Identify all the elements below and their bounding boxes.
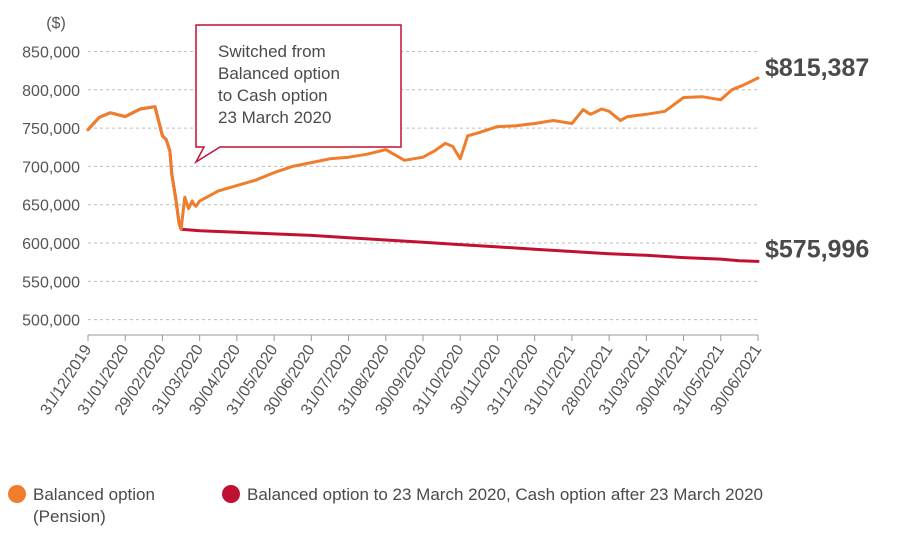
y-tick-label: 700,000 <box>22 159 80 176</box>
legend-swatch-cash <box>222 485 240 503</box>
annotation-text-line: Balanced option <box>218 64 340 83</box>
y-tick-label: 850,000 <box>22 44 80 61</box>
y-tick-label: 650,000 <box>22 198 80 215</box>
legend-swatch-balanced <box>8 485 26 503</box>
end-label-cash: $575,996 <box>765 235 869 263</box>
series-lines <box>86 76 760 263</box>
end-label-balanced: $815,387 <box>765 54 869 82</box>
y-unit-label: ($) <box>46 15 66 32</box>
gridlines <box>88 50 758 321</box>
x-axis-ticks: 31/12/201931/01/202029/02/202031/03/2020… <box>37 335 765 418</box>
annotation-text-line: to Cash option <box>218 86 328 105</box>
y-axis-ticks: 500,000 550,000 600,000 650,000 700,000 750,0… <box>22 44 80 329</box>
y-tick-label: 500,000 <box>22 313 80 330</box>
legend-item-cash: Balanced option to 23 March 2020, Cash o… <box>222 484 763 506</box>
annotation-text-line: 23 March 2020 <box>218 108 331 127</box>
legend-item-balanced: Balanced option (Pension) <box>8 484 155 528</box>
legend-label-cash: Balanced option to 23 March 2020, Cash o… <box>247 485 764 504</box>
legend-label-balanced-line2: (Pension) <box>33 507 106 526</box>
series-line-cash <box>86 105 760 263</box>
y-tick-label: 600,000 <box>22 236 80 253</box>
annotation-text-line: Switched from <box>218 42 326 61</box>
legend-label-balanced-line1: Balanced option <box>33 485 155 504</box>
annotation-callout: Switched from Balanced option to Cash opti… <box>194 24 402 165</box>
y-tick-label: 550,000 <box>22 274 80 291</box>
series-line-balanced <box>86 76 760 231</box>
y-tick-label: 800,000 <box>22 83 80 100</box>
y-tick-label: 750,000 <box>22 121 80 138</box>
end-value-labels: $815,387 $575,996 <box>765 54 869 263</box>
annotation-box <box>194 24 402 165</box>
